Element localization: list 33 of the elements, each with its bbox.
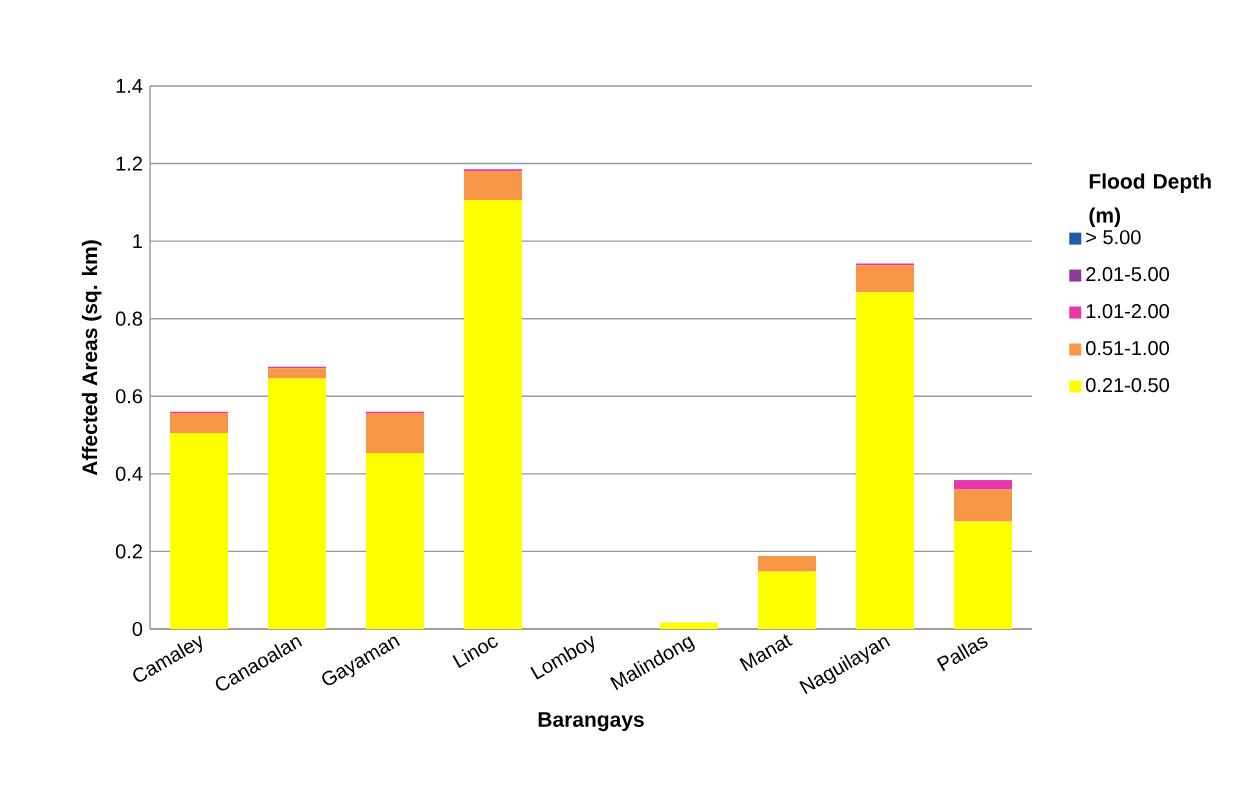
bar bbox=[366, 412, 424, 453]
y-tick-label: 1.4 bbox=[116, 79, 143, 93]
bar bbox=[170, 433, 229, 629]
x-tick-label: Linoc bbox=[452, 637, 498, 668]
legend-label: 2.01-5.00 bbox=[1086, 267, 1169, 282]
bar bbox=[855, 292, 914, 629]
bar bbox=[268, 368, 326, 379]
bar bbox=[464, 171, 522, 201]
y-tick-label: 0.6 bbox=[115, 389, 143, 404]
y-tick-label: 1.2 bbox=[116, 156, 142, 171]
y-tick-label: 0.2 bbox=[115, 544, 142, 559]
bar bbox=[953, 489, 1012, 522]
legend-label: 0.21-0.50 bbox=[1086, 378, 1169, 393]
bar bbox=[660, 622, 718, 629]
y-axis-title: Affected Areas (sq. km) bbox=[81, 240, 102, 476]
bar bbox=[464, 200, 522, 629]
y-tick-label: 0.8 bbox=[115, 311, 143, 326]
legend-title: Flood Depth (m) bbox=[1089, 173, 1211, 227]
y-tick-label: 1 bbox=[133, 234, 142, 249]
y-tick-label: 0.4 bbox=[115, 466, 143, 481]
bar bbox=[170, 412, 229, 434]
legend-label: > 5.00 bbox=[1086, 230, 1141, 245]
legend-label: 0.51-1.00 bbox=[1086, 341, 1169, 356]
legend-label: 1.01-2.00 bbox=[1086, 304, 1169, 319]
x-axis-title: Barangays bbox=[538, 712, 644, 732]
bar bbox=[758, 556, 816, 572]
bar bbox=[366, 452, 424, 629]
bar bbox=[953, 480, 1012, 490]
y-tick-label: 0 bbox=[132, 621, 143, 637]
bar bbox=[855, 265, 914, 293]
bar bbox=[758, 571, 816, 629]
bar bbox=[953, 521, 1012, 629]
bar bbox=[268, 378, 326, 629]
